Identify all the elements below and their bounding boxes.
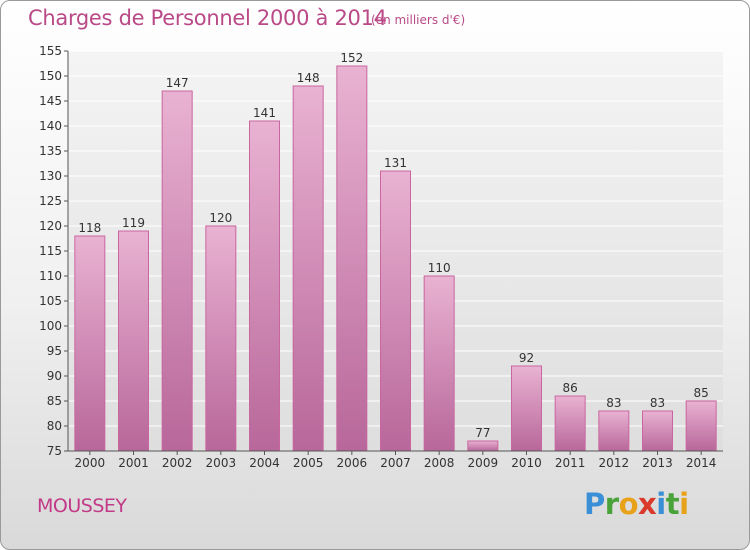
commune-name: MOUSSEY <box>37 495 127 517</box>
bar <box>74 235 106 452</box>
logo-letter: i <box>656 487 666 521</box>
y-tick-label: 75 <box>47 444 62 458</box>
data-label: 83 <box>650 396 665 410</box>
y-tick-label: 95 <box>47 344 62 358</box>
y-tick-label: 155 <box>39 44 62 58</box>
y-tick-label: 105 <box>39 294 62 308</box>
proxiti-logo: Proxiti <box>584 487 689 521</box>
x-tick-label: 2005 <box>293 456 324 470</box>
chart-title: Charges de Personnel 2000 à 2014 <box>28 6 387 30</box>
data-label: 110 <box>428 261 451 275</box>
x-tick-label: 2007 <box>380 456 411 470</box>
x-tick-label: 2006 <box>337 456 368 470</box>
x-tick-label: 2009 <box>468 456 499 470</box>
data-label: 141 <box>253 106 276 120</box>
bar <box>249 120 280 452</box>
logo-letter: o <box>618 487 639 521</box>
logo-letter: P <box>584 487 605 521</box>
y-tick-label: 150 <box>39 69 62 83</box>
bar <box>161 90 193 452</box>
x-tick-label: 2012 <box>599 456 630 470</box>
y-tick-label: 125 <box>39 194 62 208</box>
bar <box>685 400 717 452</box>
data-label: 85 <box>694 386 709 400</box>
bar <box>205 225 237 452</box>
data-label: 118 <box>78 221 101 235</box>
logo-letter: t <box>665 487 680 521</box>
y-tick-label: 110 <box>39 269 62 283</box>
x-tick-label: 2003 <box>206 456 237 470</box>
x-tick-label: 2004 <box>249 456 280 470</box>
logo-letter: i <box>679 487 689 521</box>
x-tick-label: 2014 <box>686 456 717 470</box>
data-label: 120 <box>209 211 232 225</box>
y-tick-label: 120 <box>39 219 62 233</box>
y-tick-label: 85 <box>47 394 62 408</box>
y-tick-label: 115 <box>39 244 62 258</box>
bar <box>423 275 455 452</box>
data-label: 119 <box>122 216 145 230</box>
bar <box>554 395 586 452</box>
data-label: 86 <box>563 381 578 395</box>
bar <box>598 410 630 452</box>
x-tick-label: 2002 <box>162 456 193 470</box>
bar <box>292 85 324 452</box>
data-label: 148 <box>297 71 320 85</box>
x-tick-label: 2001 <box>118 456 149 470</box>
data-label: 152 <box>340 51 363 65</box>
x-tick-label: 2013 <box>642 456 673 470</box>
bar <box>380 170 411 452</box>
x-tick-label: 2008 <box>424 456 455 470</box>
y-tick-label: 145 <box>39 94 62 108</box>
data-label: 92 <box>519 351 534 365</box>
y-tick-label: 90 <box>47 369 62 383</box>
bar <box>336 65 368 452</box>
y-tick-label: 80 <box>47 419 62 433</box>
data-label: 83 <box>606 396 621 410</box>
logo-letter: x <box>638 487 657 521</box>
bar <box>511 365 542 452</box>
y-tick-label: 130 <box>39 169 62 183</box>
data-label: 147 <box>166 76 189 90</box>
bar <box>467 440 499 452</box>
x-tick-label: 2010 <box>511 456 542 470</box>
y-tick-label: 100 <box>39 319 62 333</box>
y-tick-label: 135 <box>39 144 62 158</box>
bar <box>642 410 673 452</box>
chart-subtitle: (en milliers d'€) <box>371 13 466 27</box>
logo-letter: r <box>604 487 619 521</box>
x-tick-label: 2011 <box>555 456 586 470</box>
data-label: 131 <box>384 156 407 170</box>
bar <box>118 230 149 452</box>
y-tick-label: 140 <box>39 119 62 133</box>
data-label: 77 <box>475 426 490 440</box>
x-tick-label: 2000 <box>75 456 106 470</box>
